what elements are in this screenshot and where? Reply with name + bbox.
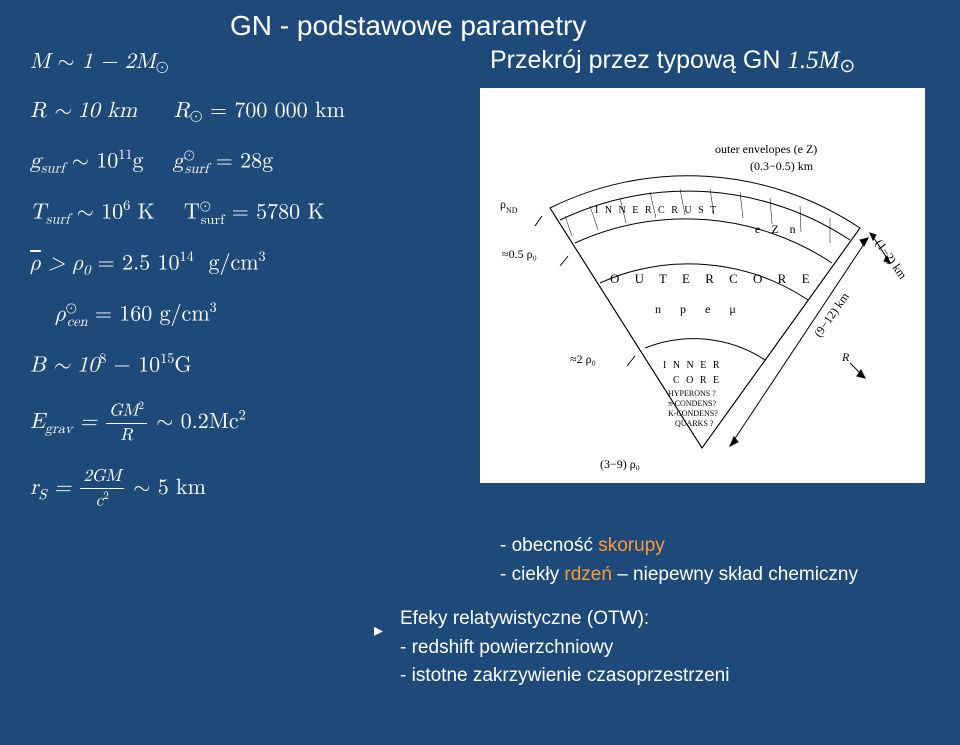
eq-egrav: Egrav = GM2R ∼ 0.2Mc2 (30, 399, 460, 447)
label-two-rho: ≈2 ρ₀ (570, 352, 596, 366)
neutron-star-diagram: outer envelopes (e Z) (0.3−0.5) km I N N… (480, 88, 925, 483)
eq-mass: M ∼ 1 − 2M⊙ (30, 48, 460, 79)
label-picond: π-CONDENS? (668, 399, 716, 408)
cross-section-title: Przekrój przez typową GN 1.5M⊙ (490, 46, 855, 78)
label-outer-env: outer envelopes (e Z) (715, 142, 817, 156)
label-crust-comp: e Z n (755, 222, 800, 236)
label-half-rho: ≈0.5 ρ₀ (502, 247, 537, 261)
arrow-icon: ▸ (374, 620, 383, 641)
label-inner-core1: I N N E R (663, 360, 722, 371)
relativistic-bullets: Efeky relatywistyczne (OTW): - redshift … (400, 605, 729, 691)
eq-rho: ρ > ρ0 = 2.5 1014 g/cm3 (30, 247, 460, 280)
eq-rhocen: ρ⊙cen = 160 g/cm3 (55, 298, 460, 331)
eq-gsurf: gsurf ∼ 1011g g⊙surf = 28g (30, 145, 460, 178)
eq-rs: rS = 2GMc2 ∼ 5 km (30, 465, 460, 513)
label-hyperons: HYPERONS ? (668, 389, 716, 398)
label-kcond: K-CONDENS? (668, 409, 718, 418)
label-outer-env-thick: (0.3−0.5) km (750, 159, 814, 173)
label-outer-core: O U T E R C O R E (610, 271, 816, 286)
label-bottom-rho: (3−9) ρ₀ (600, 457, 640, 471)
eq-bfield: B ∼ 108 − 1015G (30, 349, 460, 381)
label-core-comp: n p e μ (655, 302, 744, 316)
equations-panel: M ∼ 1 − 2M⊙ R ∼ 10 km R⊙ = 700 000 km gs… (30, 30, 460, 531)
label-rho-nd: ρND (500, 197, 518, 215)
eq-tsurf: Tsurf ∼ 106 K T⊙surf = 5780 K (30, 196, 460, 229)
eq-radius: R ∼ 10 km R⊙ = 700 000 km (30, 97, 460, 128)
label-quarks: QUARKS ? (675, 419, 714, 428)
label-inner-core2: C O R E (673, 375, 721, 386)
label-inner-crust: I N N E R C R U S T (595, 205, 718, 216)
label-r: R (841, 350, 850, 364)
feature-bullets: - obecność skorupy - ciekły rdzeń – niep… (500, 532, 858, 589)
label-km-1-2: (1−2) km (873, 237, 911, 283)
